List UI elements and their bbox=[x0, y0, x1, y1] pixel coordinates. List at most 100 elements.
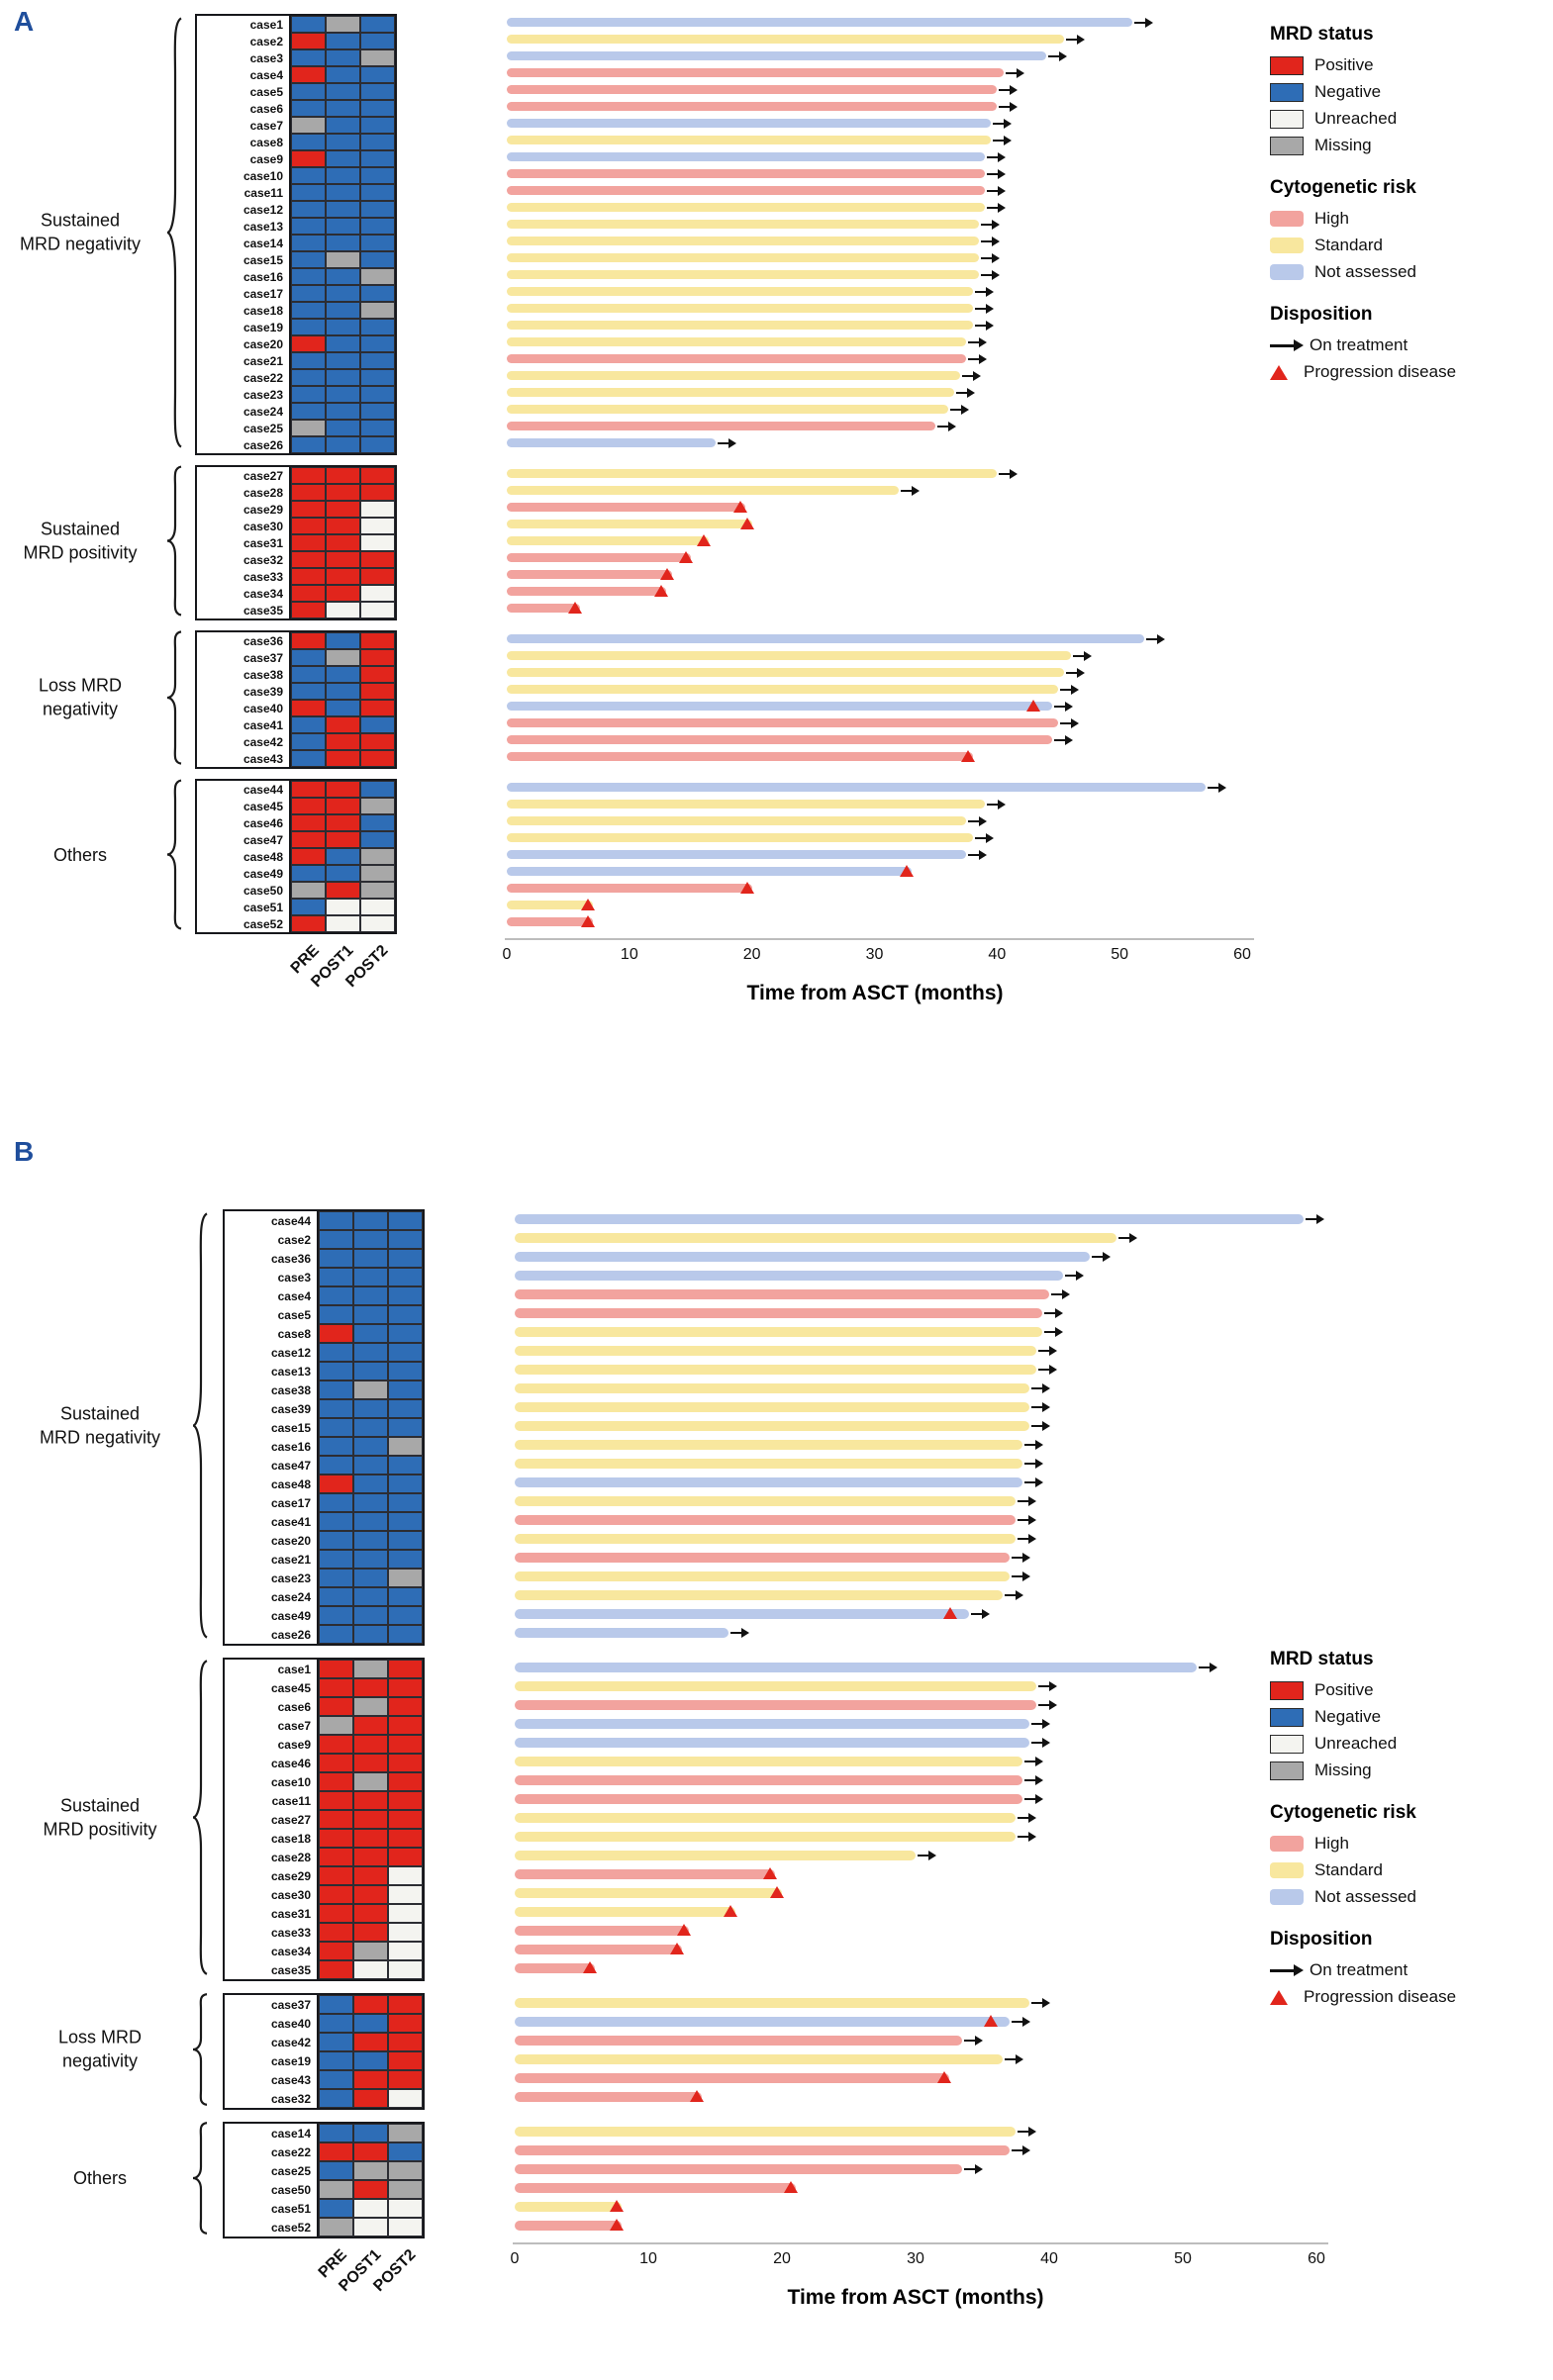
mrd-heatmap: case1 case2 case3 case4 case5 case6 case7 case8… bbox=[195, 14, 397, 455]
mrd-cell-M bbox=[319, 2218, 353, 2237]
swimmer-bar bbox=[515, 1906, 735, 1917]
swimmer-bar bbox=[507, 203, 985, 212]
case-label: case37 bbox=[197, 649, 291, 666]
mrd-cell-N bbox=[326, 268, 360, 285]
mrd-cell-P bbox=[388, 1810, 423, 1829]
case-label: case39 bbox=[225, 1399, 319, 1418]
case-label: case48 bbox=[225, 1475, 319, 1493]
swimmer-bar bbox=[515, 1307, 1043, 1318]
on-treatment-arrow-icon bbox=[1207, 782, 1226, 793]
mrd-cell-U bbox=[388, 1885, 423, 1904]
on-treatment-arrow-icon bbox=[968, 815, 988, 826]
swimmer-bar bbox=[507, 186, 985, 195]
mrd-cell-N bbox=[326, 436, 360, 453]
swimmer-bar bbox=[515, 1718, 1029, 1729]
on-treatment-arrow-icon bbox=[1037, 1699, 1057, 1710]
mrd-cell-N bbox=[388, 1606, 423, 1625]
mrd-cell-N bbox=[291, 302, 326, 319]
mrd-cell-U bbox=[388, 1960, 423, 1979]
case-label: case10 bbox=[225, 1772, 319, 1791]
mrd-cell-N bbox=[360, 184, 395, 201]
mrd-cell-N bbox=[388, 1249, 423, 1268]
mrd-heatmap: case27 case28 case29 case30 case31 case32 case… bbox=[195, 465, 397, 620]
mrd-cell-U bbox=[326, 602, 360, 619]
swimmer-bar bbox=[515, 1232, 1116, 1243]
mrd-cell-N bbox=[319, 2014, 353, 2033]
case-label: case29 bbox=[225, 1866, 319, 1885]
case-label: case13 bbox=[225, 1362, 319, 1380]
mrd-cell-N bbox=[291, 49, 326, 66]
legend-label: On treatment bbox=[1310, 335, 1408, 354]
on-treatment-arrow-icon bbox=[964, 2035, 984, 2046]
mrd-cell-N bbox=[291, 716, 326, 733]
mrd-cell-N bbox=[319, 1305, 353, 1324]
case-label: case22 bbox=[225, 2142, 319, 2161]
case-label: case41 bbox=[197, 716, 291, 733]
legend-label: Standard bbox=[1314, 236, 1383, 254]
on-treatment-arrow-icon bbox=[971, 1608, 990, 1619]
swimmer-bar bbox=[515, 1997, 1029, 2008]
mrd-cell-N bbox=[326, 49, 360, 66]
swimmer-bar bbox=[515, 1364, 1036, 1375]
mrd-cell-P bbox=[319, 1904, 353, 1923]
on-treatment-arrow-icon bbox=[1044, 1307, 1064, 1318]
case-label: case48 bbox=[197, 848, 291, 865]
mrd-cell-N bbox=[319, 1249, 353, 1268]
mrd-cell-P bbox=[353, 1735, 388, 1754]
swimmer-bar bbox=[507, 469, 998, 478]
mrd-cell-N bbox=[291, 865, 326, 882]
legend-label: Negative bbox=[1314, 82, 1382, 101]
case-label: case15 bbox=[197, 251, 291, 268]
case-label: case14 bbox=[197, 235, 291, 251]
mrd-cell-P bbox=[291, 798, 326, 814]
mrd-cell-P bbox=[353, 2089, 388, 2108]
swimmer-bar bbox=[507, 486, 900, 495]
case-label: case17 bbox=[197, 285, 291, 302]
mrd-cell-P bbox=[326, 750, 360, 767]
case-label: case38 bbox=[225, 1380, 319, 1399]
swimmer-bar bbox=[515, 2053, 1003, 2064]
mrd-cell-N bbox=[291, 733, 326, 750]
mrd-cell-P bbox=[291, 781, 326, 798]
swimmer-bar bbox=[507, 816, 967, 825]
mrd-cell-N bbox=[388, 1531, 423, 1550]
mrd-cell-P bbox=[319, 1791, 353, 1810]
mrd-cell-N bbox=[326, 33, 360, 49]
mrd-cell-P bbox=[291, 700, 326, 716]
mrd-cell-P bbox=[360, 484, 395, 501]
mrd-cell-U bbox=[388, 2218, 423, 2237]
on-treatment-arrow-icon bbox=[1064, 1270, 1084, 1281]
mrd-cell-M bbox=[353, 1772, 388, 1791]
case-label: case30 bbox=[225, 1885, 319, 1904]
on-treatment-arrow-icon bbox=[1024, 1793, 1043, 1804]
case-label: case19 bbox=[197, 319, 291, 335]
brace-icon bbox=[164, 465, 184, 617]
mrd-cell-M bbox=[360, 49, 395, 66]
on-treatment-arrow-icon bbox=[1011, 1552, 1030, 1563]
mrd-cell-P bbox=[353, 1678, 388, 1697]
legend: MRD status Positive Negative Unreached M… bbox=[1270, 24, 1547, 389]
group-label: Loss MRD negativity bbox=[38, 675, 122, 719]
swimmer-bar bbox=[515, 1533, 1017, 1544]
mrd-cell-N bbox=[388, 1418, 423, 1437]
mrd-cell-N bbox=[360, 117, 395, 134]
swimmer-bar bbox=[507, 884, 752, 893]
swimmer-bar bbox=[515, 1571, 1010, 1581]
mrd-cell-P bbox=[353, 1754, 388, 1772]
mrd-cell-N bbox=[291, 666, 326, 683]
on-treatment-arrow-icon bbox=[1044, 1326, 1064, 1337]
on-treatment-arrow-icon bbox=[901, 485, 921, 496]
x-axis-title: Time from ASCT (months) bbox=[746, 982, 1004, 1004]
mrd-cell-N bbox=[326, 285, 360, 302]
x-axis-tick-label: 60 bbox=[1308, 2250, 1325, 2267]
swimmer-bar bbox=[507, 833, 973, 842]
mrd-cell-M bbox=[291, 117, 326, 134]
swimmer-bar bbox=[507, 783, 1206, 792]
mrd-cell-N bbox=[353, 1493, 388, 1512]
case-label: case36 bbox=[225, 1249, 319, 1268]
swimmer-bar bbox=[507, 685, 1059, 694]
mrd-cell-N bbox=[326, 403, 360, 420]
group-label: Others bbox=[72, 2167, 128, 2188]
case-label: case24 bbox=[197, 403, 291, 420]
mrd-cell-N bbox=[353, 2124, 388, 2142]
